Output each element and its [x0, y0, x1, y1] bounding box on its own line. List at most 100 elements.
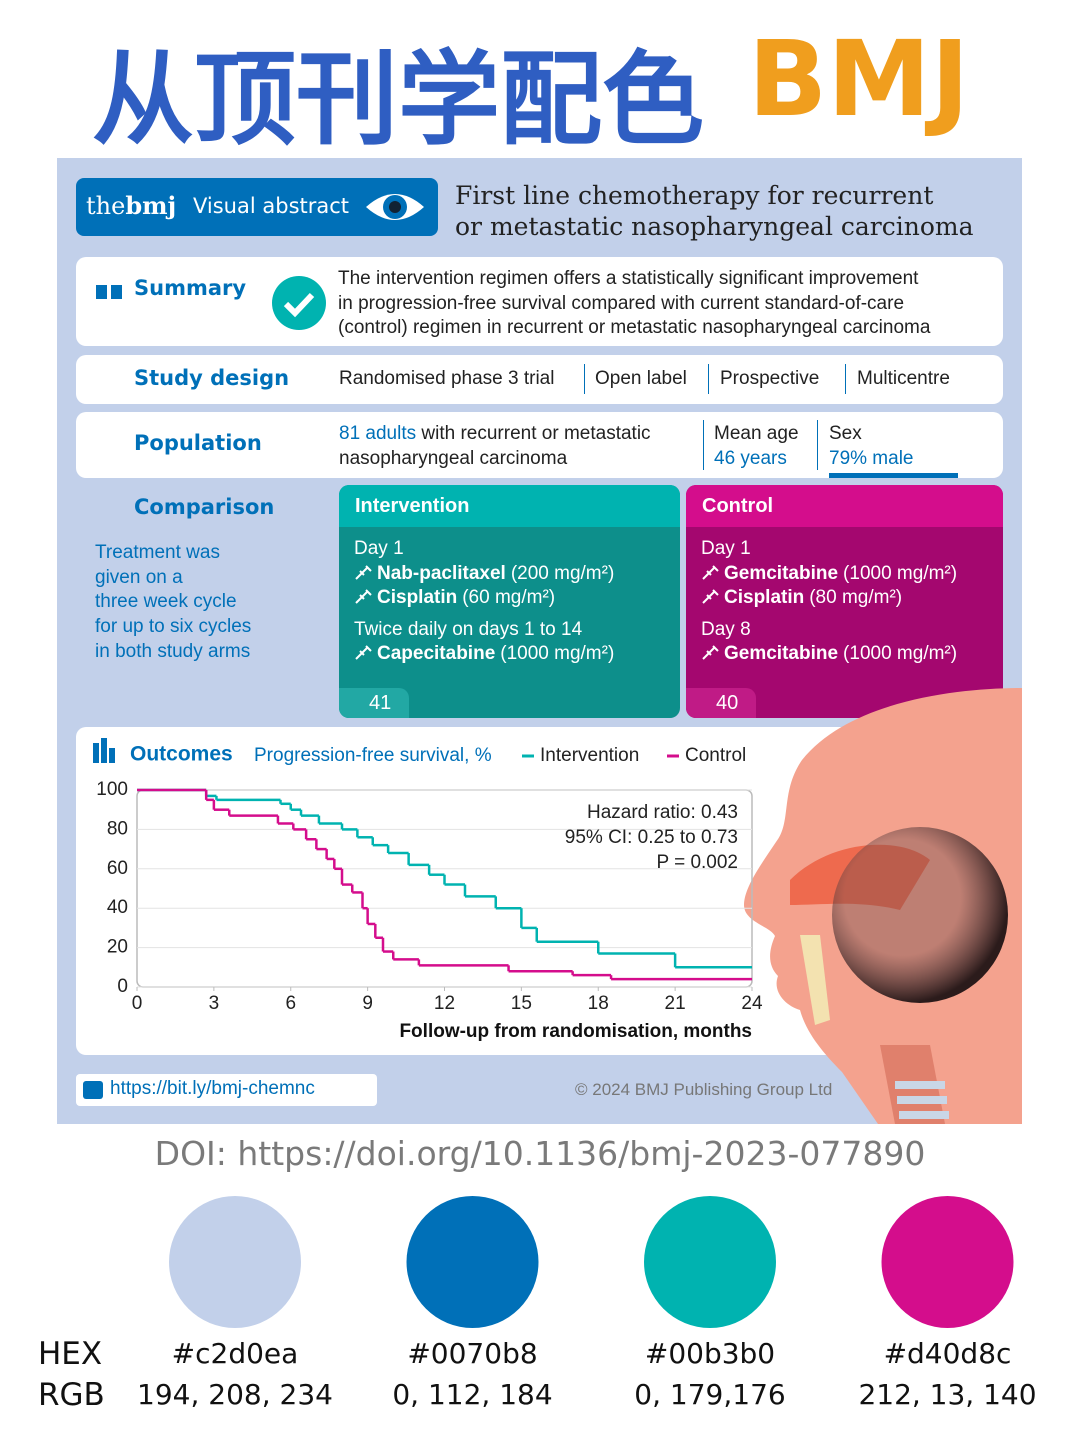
drug-dose: (60 mg/m²) — [462, 587, 556, 608]
badge-text: Visual abstract — [193, 194, 350, 218]
page-title: 从顶刊学配色 — [92, 41, 704, 160]
summary-label: Summary — [134, 276, 247, 300]
control-box: Control Day 1 Gemcitabine (1000 mg/m²) Cispl… — [686, 485, 1003, 718]
title-line: First line chemotherapy for recurrent — [455, 181, 934, 210]
y-tick-label: 100 — [96, 779, 128, 800]
chart-subtitle: Progression-free survival, % — [254, 745, 492, 766]
eye-icon — [366, 194, 424, 220]
swatch — [406, 1196, 539, 1328]
drug-icon — [701, 643, 724, 664]
population-count: 81 adults — [339, 423, 417, 444]
age-label: Mean age — [714, 423, 799, 444]
annotation: 95% CI: 0.25 to 0.73 — [565, 827, 738, 848]
summary-line: (control) regimen in recurrent or metast… — [338, 317, 931, 338]
sex: Sex 79% male — [829, 421, 914, 471]
drug-icon — [701, 587, 724, 608]
arm-text: Day 8 — [701, 618, 751, 640]
copyright: © 2024 BMJ Publishing Group Ltd — [575, 1080, 833, 1099]
note-line: in both study arms — [95, 640, 251, 662]
badge: thebmj Visual abstract — [76, 178, 438, 236]
drug-name: Nab-paclitaxel — [377, 562, 506, 584]
y-tick-label: 80 — [107, 818, 128, 839]
rgb-value: 194, 208, 234 — [137, 1378, 333, 1411]
arm-line: Day 1 — [354, 537, 680, 562]
population-label: Population — [134, 431, 262, 455]
separator — [708, 364, 709, 394]
arm-line: Day 8 — [701, 618, 1003, 643]
rgb-label: RGB — [38, 1377, 105, 1413]
check-icon — [272, 276, 326, 330]
sex-label: Sex — [829, 423, 862, 444]
logo-bmj: bmj — [125, 191, 177, 220]
abstract-title: First line chemotherapy for recurrent or … — [455, 180, 974, 242]
arm-n: 41 — [339, 688, 409, 718]
drug-icon — [354, 563, 377, 584]
drug-name: Gemcitabine — [724, 562, 839, 584]
summary-text: The intervention regimen offers a statis… — [338, 267, 930, 341]
note-line: given on a — [95, 566, 183, 588]
x-tick-label: 24 — [741, 993, 763, 1014]
brand: BMJ — [748, 18, 970, 140]
intervention-box: Intervention Day 1 Nab-paclitaxel (200 mg/m… — [339, 485, 680, 718]
quote-icon — [96, 285, 122, 299]
design-label: Study design — [134, 366, 290, 390]
population-box — [76, 412, 1003, 478]
bmj-icon — [83, 1081, 103, 1099]
y-tick-label: 0 — [117, 976, 128, 997]
swatch — [881, 1196, 1014, 1328]
note-line: Treatment was — [95, 542, 220, 563]
separator — [817, 420, 818, 470]
arm-text: Day 1 — [354, 538, 404, 559]
comparison-note: Treatment was given on a three week cycle f… — [95, 541, 251, 665]
hex-value: #d40d8c — [883, 1337, 1012, 1370]
x-tick-label: 0 — [132, 993, 143, 1014]
drug-name: Gemcitabine — [724, 643, 839, 664]
arm-line: Cisplatin (60 mg/m²) — [354, 586, 680, 611]
hex-label: HEX — [38, 1336, 103, 1372]
arm-line: Day 1 — [701, 537, 1003, 562]
arm-line: Nab-paclitaxel (200 mg/m²) — [354, 562, 680, 587]
drug-name: Cisplatin — [724, 587, 805, 608]
y-tick-label: 60 — [107, 858, 128, 879]
summary-line: in progression-free survival compared wi… — [338, 292, 905, 314]
summary-box — [76, 257, 1003, 346]
drug-dose: (1000 mg/m²) — [500, 643, 615, 664]
head-illustration — [744, 688, 1022, 1124]
arm-n: 40 — [686, 688, 756, 718]
arm-line: Twice daily on days 1 to 14 — [354, 618, 680, 643]
arm-text: Twice daily on days 1 to 14 — [354, 618, 583, 640]
arm-line: Capecitabine (1000 mg/m²) — [354, 642, 680, 667]
separator — [584, 364, 585, 394]
arm-line: Gemcitabine (1000 mg/m²) — [701, 642, 1003, 667]
hex-value: #00b3b0 — [644, 1337, 776, 1370]
population-line: nasopharyngeal carcinoma — [339, 448, 568, 469]
note-line: for up to six cycles — [95, 616, 252, 638]
swatch — [644, 1196, 776, 1328]
drug-icon — [701, 563, 724, 584]
design-item: Prospective — [720, 368, 820, 389]
note-line: three week cycle — [95, 591, 237, 613]
logo-the: the — [86, 192, 126, 220]
design-item: Multicentre — [857, 368, 950, 389]
url-box: https://bit.ly/bmj-chemnc — [76, 1074, 377, 1106]
y-tick-label: 20 — [107, 937, 128, 958]
logo: thebmj — [86, 191, 176, 220]
sex-value: 79% male — [829, 448, 914, 469]
drug-dose: (1000 mg/m²) — [843, 643, 958, 664]
hex-value: #c2d0ea — [171, 1337, 299, 1370]
comparison-label: Comparison — [134, 495, 275, 519]
x-tick-label: 18 — [588, 993, 609, 1014]
url[interactable]: https://bit.ly/bmj-chemnc — [110, 1078, 315, 1099]
separator — [703, 420, 704, 470]
chart-title: Outcomes — [130, 743, 233, 766]
drug-dose: (200 mg/m²) — [510, 562, 615, 584]
age-value: 46 years — [714, 448, 787, 469]
legend-label: Intervention — [540, 745, 639, 766]
x-tick-label: 6 — [285, 993, 296, 1014]
drug-icon — [354, 587, 377, 608]
age: Mean age 46 years — [714, 421, 799, 471]
outcomes-icon — [93, 743, 99, 763]
title-line: or metastatic nasopharyngeal carcinoma — [455, 212, 974, 241]
